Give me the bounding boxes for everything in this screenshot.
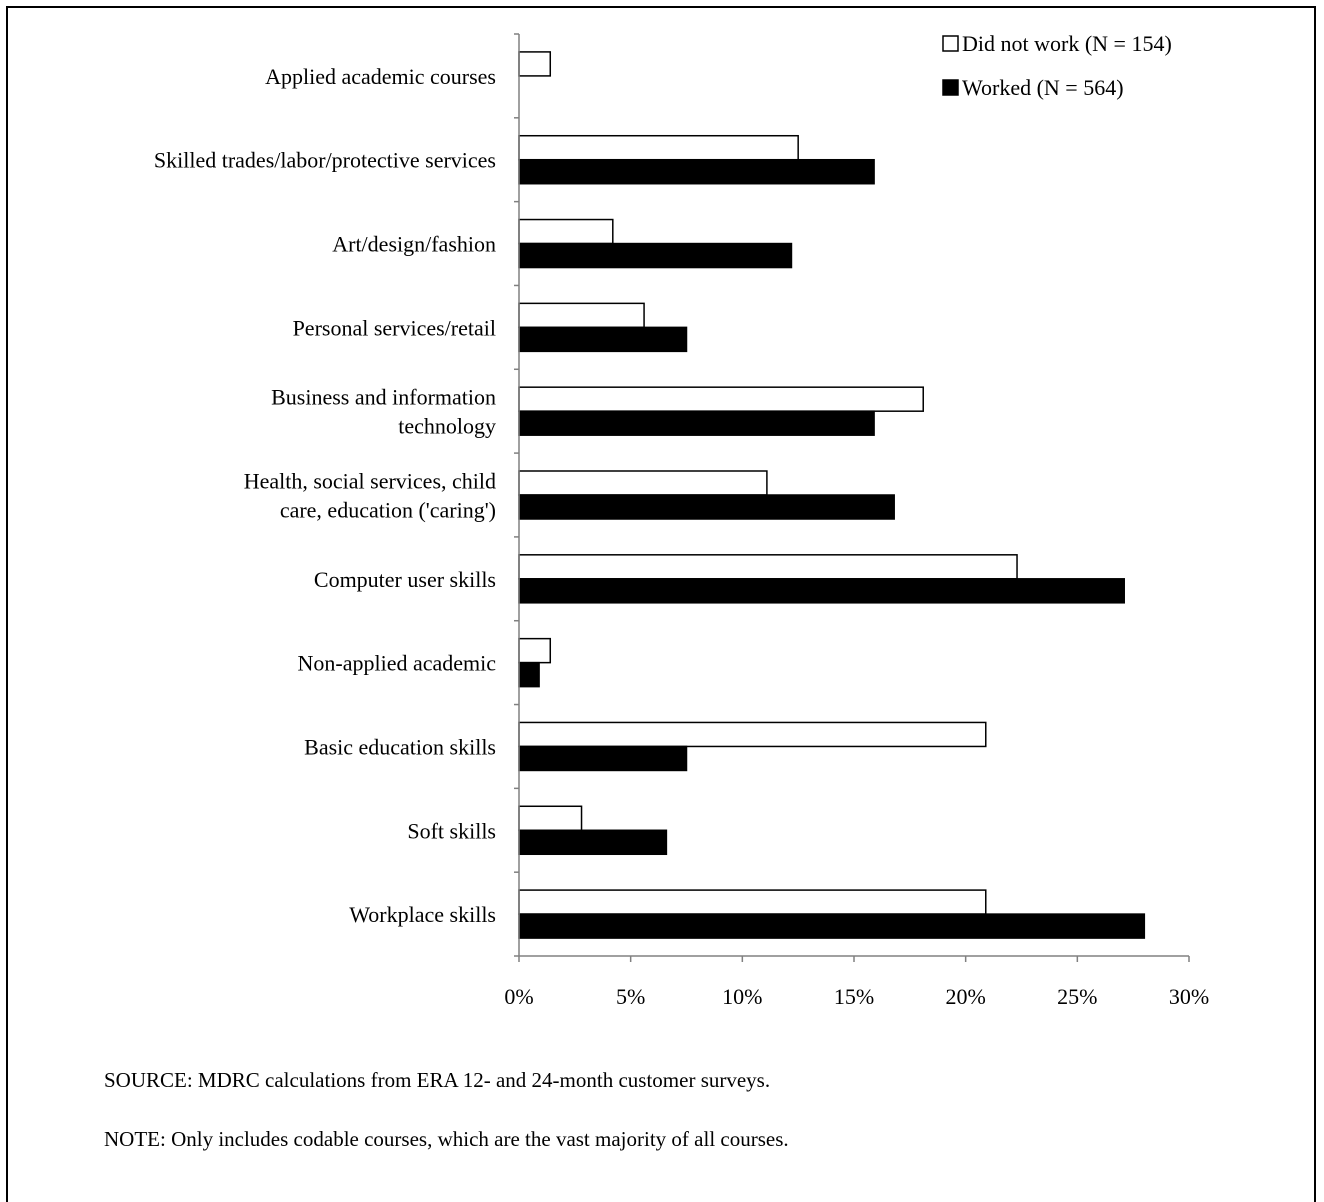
x-tick-label: 5% bbox=[616, 984, 645, 1009]
category-label: Health, social services, child bbox=[244, 469, 496, 494]
category-label: Workplace skills bbox=[349, 902, 496, 927]
legend-swatch-did-not-work bbox=[942, 35, 959, 52]
source-note: SOURCE: MDRC calculations from ERA 12- a… bbox=[104, 1068, 771, 1092]
category-label: Art/design/fashion bbox=[332, 232, 496, 257]
category-label: Basic education skills bbox=[304, 734, 496, 759]
bar-worked bbox=[518, 913, 1146, 939]
category-label: Computer user skills bbox=[314, 567, 496, 592]
category-label: Applied academic courses bbox=[265, 64, 496, 89]
category-label: care, education ('caring') bbox=[280, 498, 496, 523]
x-tick-label: 20% bbox=[946, 984, 986, 1009]
category-label: Soft skills bbox=[407, 818, 496, 843]
bar-chart: Applied academic courses Skilled trades/l… bbox=[154, 31, 1209, 1009]
bar-did-not-work bbox=[518, 51, 552, 77]
x-tick-label: 30% bbox=[1169, 984, 1209, 1009]
bar-worked bbox=[518, 829, 668, 856]
bar-did-not-work bbox=[518, 386, 924, 412]
bar-worked bbox=[518, 326, 688, 353]
bar-did-not-work bbox=[518, 889, 987, 915]
x-tick-label: 25% bbox=[1057, 984, 1097, 1009]
bar-did-not-work bbox=[518, 554, 1018, 580]
bar-did-not-work bbox=[518, 805, 583, 832]
bar-did-not-work bbox=[518, 302, 645, 329]
bar-worked bbox=[518, 661, 540, 688]
bar-did-not-work bbox=[518, 470, 768, 496]
category-label: Non-applied academic bbox=[297, 651, 496, 676]
bar-worked bbox=[518, 578, 1125, 604]
bar-did-not-work bbox=[518, 721, 987, 748]
x-tick-label: 0% bbox=[504, 984, 533, 1009]
bar-did-not-work bbox=[518, 637, 552, 664]
category-label: Skilled trades/labor/protective services bbox=[154, 148, 496, 173]
category-label: technology bbox=[398, 414, 496, 439]
category-label: Personal services/retail bbox=[293, 315, 496, 340]
legend-label-did-not-work: Did not work (N = 154) bbox=[962, 31, 1172, 56]
bar-worked bbox=[518, 158, 875, 185]
legend-swatch-worked bbox=[942, 79, 959, 96]
bar-did-not-work bbox=[518, 134, 799, 161]
bar-worked bbox=[518, 494, 895, 520]
bar-worked bbox=[518, 242, 793, 269]
figure-frame bbox=[6, 6, 1316, 1202]
legend-label-worked: Worked (N = 564) bbox=[962, 75, 1124, 100]
bar-worked bbox=[518, 410, 875, 436]
category-label: Business and information bbox=[271, 385, 496, 410]
bar-did-not-work bbox=[518, 218, 614, 245]
note-text: NOTE: Only includes codable courses, whi… bbox=[104, 1127, 789, 1151]
bar-worked bbox=[518, 745, 688, 772]
x-tick-label: 10% bbox=[722, 984, 762, 1009]
x-tick-label: 15% bbox=[834, 984, 874, 1009]
